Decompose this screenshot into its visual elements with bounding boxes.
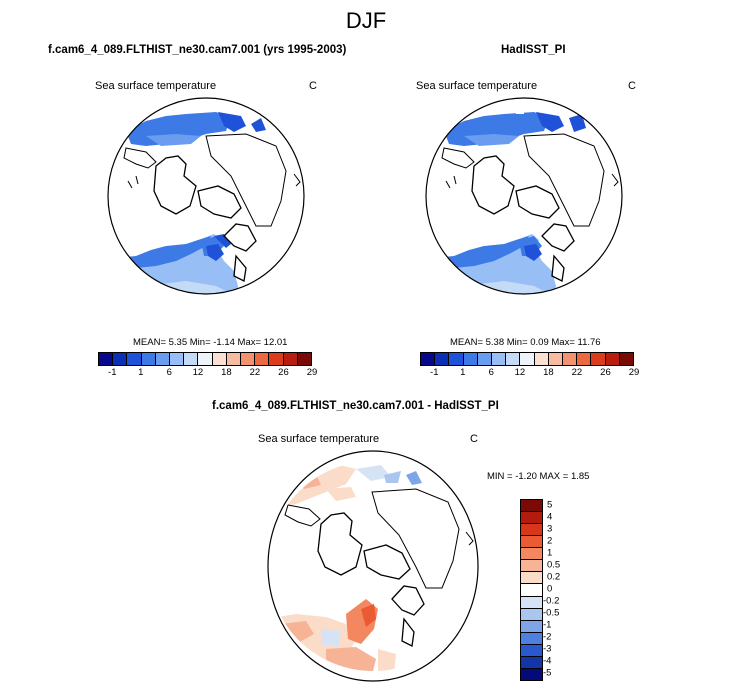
colorbar-tick-label: 0: [547, 583, 553, 595]
colorbar-tick-label: 22: [249, 367, 261, 378]
colorbar-swatch: [184, 353, 199, 365]
colorbar-swatch: [521, 668, 542, 680]
panel2-colorbar: [420, 352, 634, 366]
colorbar-swatch: [591, 353, 606, 365]
colorbar-tick-label: 1: [138, 367, 144, 378]
panel2-polar-map: [425, 97, 623, 295]
panel1-field-label: Sea surface temperature: [95, 80, 217, 92]
panel1-colorbar: [98, 352, 312, 366]
colorbar-swatch: [463, 353, 478, 365]
colorbar-swatch: [269, 353, 284, 365]
colorbar-tick-label: -5: [543, 667, 552, 679]
colorbar-tick-label: -3: [543, 643, 552, 655]
colorbar-swatch: [521, 572, 542, 585]
colorbar-tick-label: 3: [547, 523, 553, 535]
colorbar-swatch: [241, 353, 256, 365]
colorbar-tick-label: 2: [547, 535, 553, 547]
colorbar-tick-label: 12: [514, 367, 526, 378]
colorbar-swatch: [449, 353, 464, 365]
colorbar-swatch: [534, 353, 549, 365]
panel3-polar-map: [267, 450, 479, 682]
colorbar-swatch: [577, 353, 592, 365]
colorbar-tick-label: 22: [571, 367, 583, 378]
colorbar-tick-label: -1: [430, 367, 439, 378]
colorbar-swatch: [477, 353, 493, 365]
colorbar-tick-label: -4: [543, 655, 552, 667]
colorbar-swatch: [506, 353, 521, 365]
colorbar-tick-label: 18: [543, 367, 554, 378]
colorbar-swatch: [492, 353, 507, 365]
colorbar-swatch: [521, 608, 542, 621]
panel3-colorbar: [520, 499, 543, 681]
colorbar-tick-label: 26: [600, 367, 611, 378]
colorbar-swatch: [127, 353, 142, 365]
colorbar-tick-label: 18: [221, 367, 232, 378]
colorbar-tick-label: 1: [547, 547, 553, 559]
colorbar-swatch: [170, 353, 185, 365]
panel3-field-label: Sea surface temperature: [258, 433, 380, 445]
colorbar-swatch: [521, 500, 542, 513]
colorbar-swatch: [521, 632, 542, 645]
colorbar-swatch: [141, 353, 156, 365]
colorbar-tick-label: 26: [278, 367, 289, 378]
colorbar-tick-label: 6: [488, 367, 494, 378]
colorbar-swatch: [521, 620, 542, 633]
colorbar-swatch: [521, 512, 542, 525]
colorbar-swatch: [521, 596, 542, 609]
colorbar-swatch: [297, 353, 312, 365]
colorbar-swatch: [548, 353, 564, 365]
colorbar-swatch: [521, 548, 542, 561]
colorbar-swatch: [521, 584, 542, 597]
colorbar-tick-label: 5: [547, 499, 553, 511]
panel1-colorbar-labels: -1 1 6 12 18 22 26 29: [98, 367, 317, 381]
panel3-title: f.cam6_4_089.FLTHIST_ne30.cam7.001 - Had…: [212, 400, 499, 412]
panel1-stats: MEAN= 5.35 Min= -1.14 Max= 12.01: [133, 337, 288, 348]
colorbar-tick-label: 29: [628, 367, 640, 378]
panel3-units: C: [470, 433, 478, 445]
colorbar-swatch: [521, 644, 542, 657]
colorbar-swatch: [521, 560, 542, 573]
colorbar-swatch: [520, 353, 535, 365]
colorbar-swatch: [283, 353, 298, 365]
colorbar-tick-label: -1: [543, 619, 552, 631]
colorbar-swatch: [435, 353, 450, 365]
colorbar-swatch: [521, 656, 542, 669]
panel2-stats: MEAN= 5.38 Min= 0.09 Max= 11.76: [450, 337, 601, 348]
colorbar-tick-label: -0.5: [543, 607, 560, 619]
colorbar-swatch: [99, 353, 114, 365]
panel3-stats: MIN = -1.20 MAX = 1.85: [487, 471, 590, 482]
colorbar-tick-label: -0.2: [543, 595, 560, 607]
panel1-polar-map: [107, 97, 305, 295]
colorbar-tick-label: 0.5: [547, 559, 561, 571]
colorbar-swatch: [421, 353, 436, 365]
colorbar-tick-label: 0.2: [547, 571, 561, 583]
season-title: DJF: [345, 8, 387, 33]
colorbar-tick-label: -1: [108, 367, 117, 378]
colorbar-tick-label: 29: [306, 367, 318, 378]
colorbar-tick-label: 4: [547, 511, 553, 523]
colorbar-swatch: [521, 524, 542, 537]
colorbar-swatch: [563, 353, 578, 365]
colorbar-swatch: [521, 536, 542, 549]
colorbar-swatch: [113, 353, 128, 365]
colorbar-swatch: [155, 353, 171, 365]
panel1-units: C: [309, 80, 317, 92]
colorbar-swatch: [212, 353, 227, 365]
colorbar-tick-label: 6: [166, 367, 172, 378]
colorbar-tick-label: 1: [460, 367, 466, 378]
colorbar-swatch: [198, 353, 213, 365]
colorbar-swatch: [226, 353, 242, 365]
panel2-title: HadISST_PI: [501, 44, 566, 56]
panel1-title: f.cam6_4_089.FLTHIST_ne30.cam7.001 (yrs …: [48, 44, 347, 56]
colorbar-tick-label: -2: [543, 631, 552, 643]
colorbar-swatch: [619, 353, 634, 365]
colorbar-swatch: [605, 353, 620, 365]
panel2-field-label: Sea surface temperature: [416, 80, 538, 92]
panel3-colorbar-labels: 5 4 3 2 1 0.5 0.2 0 -0.2 -0.5 -1 -2 -3 -4 -5: [543, 499, 587, 679]
panel2-colorbar-labels: -1 1 6 12 18 22 26 29: [420, 367, 639, 381]
colorbar-tick-label: 12: [192, 367, 204, 378]
panel2-units: C: [628, 80, 636, 92]
colorbar-swatch: [255, 353, 270, 365]
